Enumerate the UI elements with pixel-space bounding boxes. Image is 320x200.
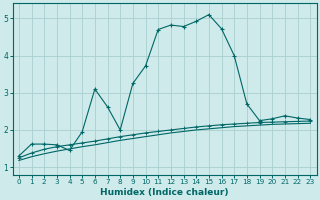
X-axis label: Humidex (Indice chaleur): Humidex (Indice chaleur) <box>100 188 229 197</box>
